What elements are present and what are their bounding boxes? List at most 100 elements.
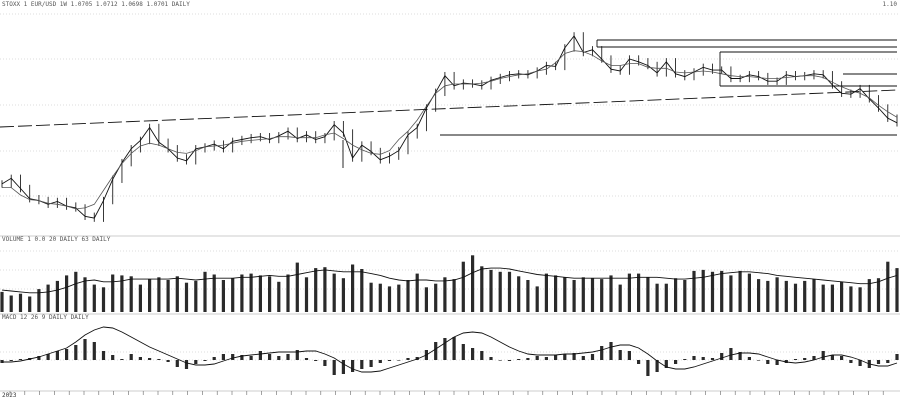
macd-hist-bar-65: [600, 346, 604, 360]
volume-bar-84: [775, 277, 779, 312]
volume-bar-74: [683, 280, 687, 312]
macd-hist-bar-68: [627, 351, 631, 360]
macd-hist-bar-43: [397, 360, 401, 361]
macd-hist-bar-12: [111, 355, 115, 360]
volume-bar-4: [37, 289, 41, 312]
macd-hist-bar-34: [314, 360, 318, 361]
volume-bar-28: [258, 275, 262, 312]
macd-hist-bar-93: [858, 360, 862, 366]
volume-bar-89: [821, 284, 825, 312]
volume-bar-97: [895, 268, 899, 312]
volume-panel-header: VOLUME 1 0.0 20 DAILY 63 DAILY: [2, 236, 111, 243]
volume-bar-2: [18, 293, 23, 312]
macd-hist-bar-52: [480, 351, 484, 360]
macd-hist-bar-91: [840, 356, 844, 360]
macd-hist-bar-50: [461, 344, 465, 360]
macd-hist-bar-60: [554, 355, 558, 360]
macd-hist-bar-58: [535, 356, 539, 360]
volume-bar-14: [129, 276, 133, 312]
macd-hist-bar-45: [415, 357, 419, 360]
macd-hist-bar-72: [664, 360, 668, 368]
volume-bar-79: [729, 275, 733, 312]
volume-bar-72: [664, 283, 668, 312]
volume-bar-41: [378, 283, 382, 312]
volume-bar-86: [793, 283, 798, 312]
volume-bar-3: [28, 296, 32, 312]
macd-hist-bar-18: [166, 360, 170, 362]
volume-bar-12: [111, 274, 115, 312]
volume-bar-82: [757, 279, 761, 312]
macd-hist-bar-30: [277, 356, 281, 360]
macd-hist-bar-31: [286, 354, 290, 360]
volume-bar-81: [747, 273, 751, 312]
macd-hist-bar-70: [646, 360, 650, 376]
volume-bar-49: [452, 279, 456, 312]
macd-hist-bar-29: [268, 354, 272, 360]
macd-hist-bar-73: [674, 360, 678, 364]
x-axis-year-label: 2023: [2, 392, 17, 399]
volume-bar-85: [784, 280, 788, 312]
macd-hist-bar-35: [323, 360, 327, 366]
volume-bar-30: [277, 281, 281, 312]
volume-bar-90: [830, 284, 834, 312]
macd-hist-bar-86: [793, 359, 798, 360]
volume-bar-45: [415, 273, 419, 312]
volume-bar-65: [600, 279, 604, 312]
volume-bar-91: [840, 281, 844, 312]
volume-bar-18: [166, 280, 170, 312]
volume-bar-96: [886, 261, 890, 312]
volume-bar-27: [249, 273, 253, 312]
volume-bar-29: [268, 276, 272, 312]
volume-bar-44: [406, 280, 410, 312]
price-panel-header: STOXX 1 EUR/USD 1W 1.0705 1.0712 1.0698 …: [2, 1, 190, 8]
volume-bar-55: [507, 271, 512, 312]
volume-bar-47: [434, 283, 438, 312]
volume-moving-average: [1, 267, 898, 294]
volume-bar-63: [581, 277, 585, 312]
volume-bar-51: [471, 255, 475, 312]
volume-bar-53: [489, 269, 493, 312]
volume-bar-66: [609, 275, 613, 312]
macd-hist-bar-64: [590, 354, 595, 360]
volume-bar-16: [148, 279, 152, 312]
macd-hist-bar-78: [720, 353, 724, 360]
volume-bar-95: [876, 278, 881, 312]
macd-hist-bar-92: [849, 360, 853, 363]
macd-hist-bar-77: [710, 358, 715, 360]
macd-hist-bar-97: [895, 354, 899, 360]
volume-bar-19: [175, 276, 179, 312]
volume-bar-83: [766, 280, 770, 312]
macd-hist-bar-39: [360, 360, 364, 369]
macd-hist-bar-21: [194, 360, 198, 364]
macd-hist-bar-61: [563, 354, 567, 360]
macd-hist-bar-36: [332, 360, 336, 375]
macd-signal-line: [2, 326, 898, 373]
macd-hist-bar-81: [747, 357, 751, 360]
volume-bar-33: [304, 277, 309, 312]
macd-hist-bar-6: [55, 351, 59, 360]
macd-hist-bar-83: [766, 360, 770, 364]
macd-hist-bar-63: [581, 356, 585, 360]
macd-hist-bar-14: [129, 354, 133, 360]
macd-hist-bar-90: [830, 355, 834, 360]
volume-bar-38: [351, 264, 355, 312]
volume-bar-25: [231, 278, 235, 312]
volume-bar-69: [637, 273, 641, 312]
macd-hist-bar-67: [618, 350, 622, 360]
volume-bar-6: [55, 280, 59, 312]
volume-bar-93: [858, 287, 862, 312]
macd-hist-bar-41: [378, 360, 382, 363]
volume-bar-36: [332, 273, 336, 312]
macd-hist-bar-80: [738, 352, 742, 360]
macd-hist-bar-8: [74, 345, 78, 360]
volume-bar-78: [720, 270, 724, 312]
macd-hist-bar-88: [812, 356, 816, 360]
macd-hist-bar-95: [876, 360, 881, 364]
long-trendline-dashed: [0, 89, 898, 128]
volume-bar-68: [627, 273, 631, 312]
volume-bar-13: [120, 275, 124, 312]
volume-bar-70: [646, 277, 650, 312]
volume-bar-9: [83, 277, 87, 312]
volume-bar-62: [572, 280, 576, 312]
